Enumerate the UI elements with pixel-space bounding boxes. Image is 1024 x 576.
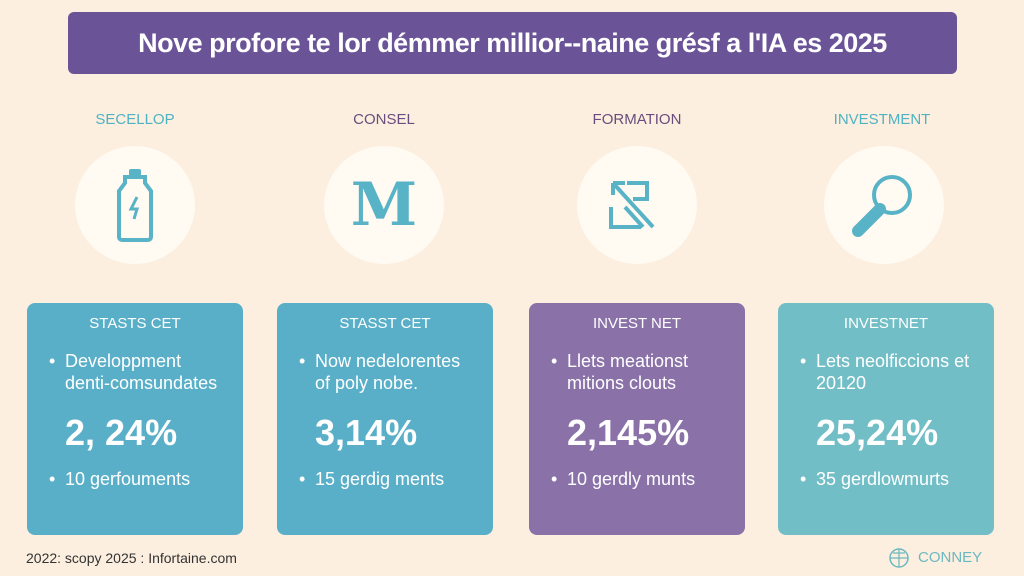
category-label: INVESTMENT bbox=[833, 111, 931, 128]
category-label: SECELLOP bbox=[95, 111, 175, 128]
card-bullet: Lets neolficcions et 20120 bbox=[800, 350, 972, 394]
card-bullet: 35 gerdlowmurts bbox=[800, 468, 972, 490]
icon-circle bbox=[75, 146, 195, 264]
growth-arrow-icon bbox=[609, 181, 655, 229]
title-banner: Nove profore te lor démmer millior--nain… bbox=[68, 12, 957, 74]
card-value: 3,14% bbox=[315, 412, 418, 453]
card-heading: STASTS CET bbox=[89, 315, 181, 332]
card-bullet: 10 gerdly munts bbox=[551, 468, 723, 490]
card-heading: INVEST NET bbox=[592, 315, 682, 332]
card-bullet: Developpment denti-comsundates bbox=[49, 350, 221, 394]
icon-circle: M bbox=[324, 146, 444, 264]
card-heading: INVESTNET bbox=[843, 315, 929, 332]
icon-circle bbox=[577, 146, 697, 264]
globe-icon bbox=[889, 548, 909, 568]
card-bullet: Llets meationst mitions clouts bbox=[551, 350, 723, 394]
stat-card: STASST CET Now nedelorentes of poly nobe… bbox=[277, 303, 493, 535]
category-label: CONSEL bbox=[353, 111, 415, 128]
letter-m-icon: M bbox=[350, 170, 418, 240]
card-value: 2, 24% bbox=[65, 412, 178, 453]
card-heading: STASST CET bbox=[339, 315, 431, 332]
card-value: 2,145% bbox=[567, 412, 690, 453]
stat-card: INVEST NET Llets meationst mitions clout… bbox=[529, 303, 745, 535]
page-title: Nove profore te lor démmer millior--nain… bbox=[138, 27, 887, 58]
battery-bottle-icon bbox=[117, 169, 153, 242]
card-bullet: 10 gerfouments bbox=[49, 468, 221, 490]
source-footer: 2022: scopy 2025 : Infortaine.com bbox=[26, 550, 237, 566]
brand-logo: CONNEY bbox=[888, 545, 982, 569]
magnifier-icon bbox=[852, 175, 912, 237]
card-bullet: Now nedelorentes of poly nobe. bbox=[299, 350, 471, 394]
card-bullet: 15 gerdig ments bbox=[299, 468, 471, 490]
card-value: 25,24% bbox=[816, 412, 939, 453]
logo-text: CONNEY bbox=[918, 548, 983, 566]
icon-circle bbox=[824, 146, 944, 264]
stat-card: INVESTNET Lets neolficcions et 20120 25,… bbox=[778, 303, 994, 535]
stat-card: STASTS CET Developpment denti-comsundate… bbox=[27, 303, 243, 535]
category-label: FORMATION bbox=[592, 111, 682, 128]
